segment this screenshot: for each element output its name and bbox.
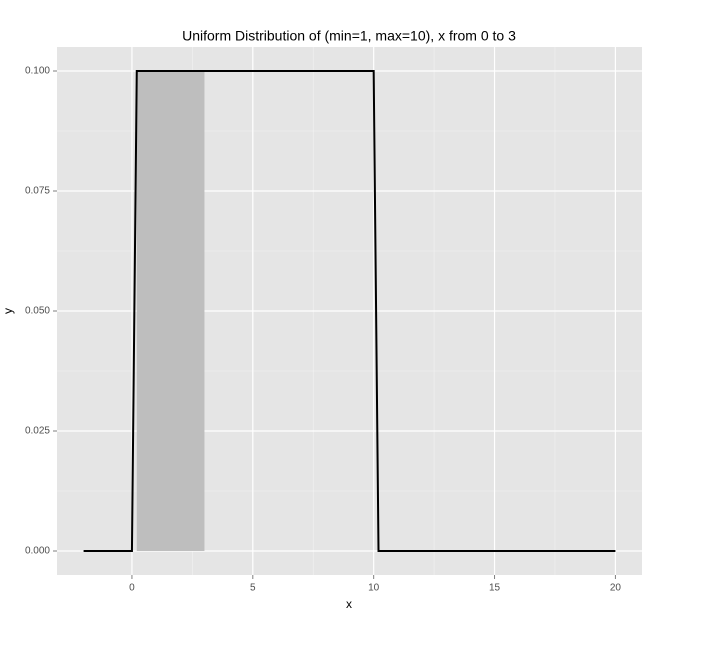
- y-tick-label: 0.100: [25, 66, 50, 77]
- x-axis-label: x: [346, 597, 352, 611]
- x-tick-label: 0: [129, 583, 135, 594]
- x-tick-label: 20: [610, 583, 622, 594]
- y-tick-label: 0.050: [25, 306, 50, 317]
- shaded-area: [136, 71, 205, 551]
- x-tick-label: 15: [489, 583, 501, 594]
- line: [83, 70, 616, 552]
- chart-title: Uniform Distribution of (min=1, max=10),…: [182, 28, 516, 44]
- y-tick-label: 0.075: [25, 186, 50, 197]
- x-tick-label: 5: [250, 583, 256, 594]
- y-tick-label: 0.000: [25, 546, 50, 557]
- x-tick-label: 10: [368, 583, 380, 594]
- y-axis-label: y: [1, 308, 15, 314]
- y-tick-label: 0.025: [25, 426, 50, 437]
